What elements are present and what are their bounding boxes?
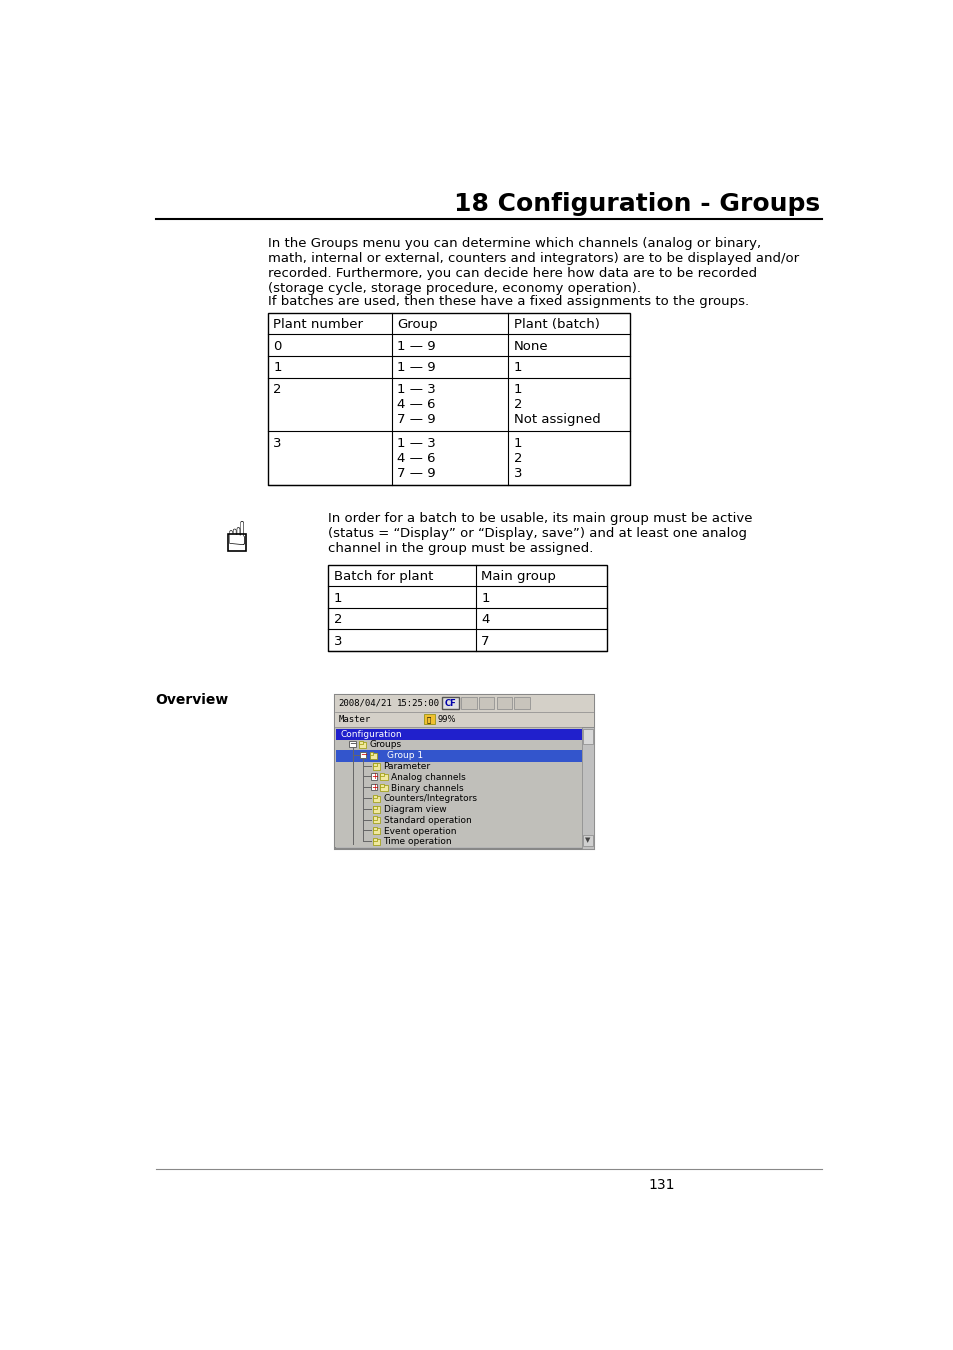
Text: 15:25:00: 15:25:00: [396, 699, 439, 707]
Text: Master: Master: [338, 716, 371, 724]
Text: 3: 3: [334, 634, 342, 648]
Text: 1 — 9: 1 — 9: [397, 340, 436, 352]
Bar: [478, 697, 494, 710]
Bar: [371, 774, 377, 779]
Text: If batches are used, then these have a fixed assignments to the groups.: If batches are used, then these have a f…: [268, 296, 748, 308]
Text: Configuration: Configuration: [340, 729, 401, 738]
Bar: [335, 729, 581, 740]
Bar: [335, 728, 581, 848]
Text: 2: 2: [274, 383, 282, 396]
Text: 7: 7: [480, 634, 489, 648]
Bar: [371, 784, 377, 790]
Text: 99%: 99%: [437, 716, 456, 724]
Bar: [373, 806, 380, 813]
Text: Overview: Overview: [155, 694, 229, 707]
Bar: [360, 752, 366, 757]
Bar: [441, 697, 458, 710]
Bar: [373, 838, 380, 845]
Text: 1: 1: [513, 362, 521, 374]
Text: 4: 4: [480, 613, 489, 626]
Text: 0: 0: [274, 340, 281, 352]
Text: 2008/04/21: 2008/04/21: [338, 699, 392, 707]
Bar: [497, 697, 512, 710]
Bar: [373, 795, 376, 798]
Text: Diagram view: Diagram view: [383, 805, 446, 814]
Text: Standard operation: Standard operation: [383, 815, 471, 825]
Bar: [373, 828, 380, 834]
Bar: [460, 697, 476, 710]
Bar: [583, 729, 592, 744]
Text: 2: 2: [334, 613, 342, 626]
Bar: [349, 741, 355, 747]
Text: Group: Group: [397, 319, 437, 331]
Text: 🔒: 🔒: [427, 717, 431, 722]
Text: 1 — 3
4 — 6
7 — 9: 1 — 3 4 — 6 7 — 9: [397, 437, 436, 479]
Text: Analog channels: Analog channels: [391, 772, 465, 782]
Bar: [373, 838, 376, 841]
Bar: [335, 695, 594, 849]
Bar: [380, 774, 388, 780]
Text: 1 — 9: 1 — 9: [397, 362, 436, 374]
Text: CF: CF: [444, 699, 456, 707]
Bar: [373, 763, 376, 765]
Bar: [423, 714, 435, 724]
Bar: [328, 564, 607, 651]
Bar: [380, 784, 388, 791]
Text: 1 — 3
4 — 6
7 — 9: 1 — 3 4 — 6 7 — 9: [397, 383, 436, 427]
Bar: [373, 828, 376, 830]
Text: None: None: [513, 340, 548, 352]
Text: Groups: Groups: [369, 740, 401, 749]
Bar: [583, 836, 592, 845]
Bar: [373, 763, 380, 769]
Text: +: +: [371, 783, 377, 791]
Bar: [514, 697, 530, 710]
Bar: [373, 795, 380, 802]
Text: 131: 131: [648, 1179, 675, 1192]
Text: 3: 3: [274, 437, 282, 450]
Text: In order for a batch to be usable, its main group must be active
(status = “Disp: In order for a batch to be usable, its m…: [328, 513, 752, 555]
Bar: [335, 751, 581, 761]
Bar: [369, 752, 377, 759]
Bar: [228, 533, 246, 551]
Bar: [581, 728, 594, 849]
Text: Counters/Integrators: Counters/Integrators: [383, 794, 477, 803]
Text: Time operation: Time operation: [383, 837, 452, 846]
Text: Group 1: Group 1: [386, 751, 422, 760]
Text: Parameter: Parameter: [383, 761, 430, 771]
Text: −: −: [359, 751, 367, 760]
Text: −: −: [349, 740, 355, 749]
Text: +: +: [371, 772, 377, 780]
Text: Binary channels: Binary channels: [391, 783, 463, 792]
Text: 1: 1: [274, 362, 282, 374]
Text: ▼: ▼: [585, 837, 590, 844]
Bar: [373, 817, 376, 819]
Text: 18 Configuration - Groups: 18 Configuration - Groups: [454, 192, 820, 216]
Bar: [335, 695, 594, 711]
Bar: [358, 741, 366, 748]
Text: 1
2
Not assigned: 1 2 Not assigned: [513, 383, 599, 427]
Text: Plant (batch): Plant (batch): [513, 319, 599, 331]
Text: Batch for plant: Batch for plant: [334, 570, 433, 583]
Bar: [358, 741, 362, 744]
Text: 1: 1: [334, 591, 342, 605]
Bar: [380, 784, 384, 787]
Text: In the Groups menu you can determine which channels (analog or binary,
math, int: In the Groups menu you can determine whi…: [268, 238, 799, 296]
Bar: [335, 711, 594, 728]
Text: Plant number: Plant number: [274, 319, 363, 331]
Bar: [373, 817, 380, 824]
Text: ☝: ☝: [227, 518, 247, 552]
Bar: [369, 752, 373, 755]
Bar: [380, 774, 384, 776]
Text: 1
2
3: 1 2 3: [513, 437, 521, 479]
Text: 1: 1: [480, 591, 489, 605]
Text: Main group: Main group: [480, 570, 556, 583]
Bar: [373, 806, 376, 809]
Bar: [268, 313, 629, 486]
Text: Event operation: Event operation: [383, 826, 456, 836]
